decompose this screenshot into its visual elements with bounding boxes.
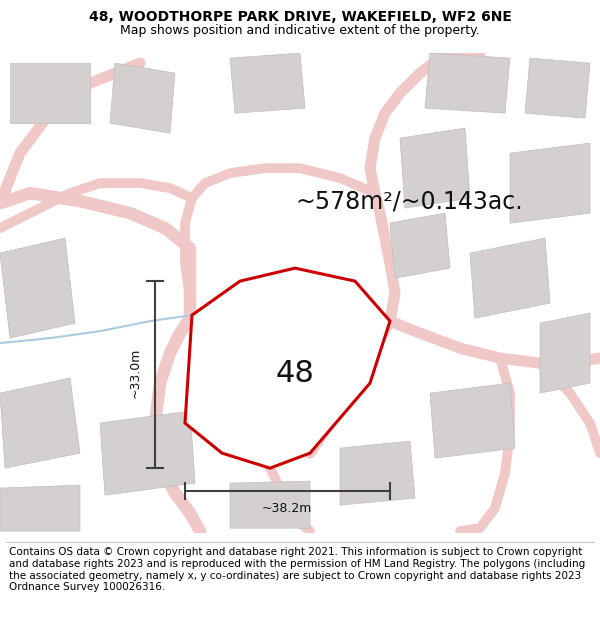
Polygon shape xyxy=(100,411,195,495)
Polygon shape xyxy=(340,441,415,505)
Polygon shape xyxy=(540,313,590,393)
Polygon shape xyxy=(0,378,80,468)
Polygon shape xyxy=(400,128,470,208)
Text: ~38.2m: ~38.2m xyxy=(262,502,312,514)
Text: 48: 48 xyxy=(275,359,314,388)
Text: ~578m²/~0.143ac.: ~578m²/~0.143ac. xyxy=(295,189,523,213)
Polygon shape xyxy=(230,481,310,528)
Text: Map shows position and indicative extent of the property.: Map shows position and indicative extent… xyxy=(120,24,480,37)
Polygon shape xyxy=(0,485,80,531)
Polygon shape xyxy=(230,53,305,113)
Polygon shape xyxy=(10,63,90,123)
Polygon shape xyxy=(390,213,450,278)
Polygon shape xyxy=(110,63,175,133)
Text: Contains OS data © Crown copyright and database right 2021. This information is : Contains OS data © Crown copyright and d… xyxy=(9,548,585,592)
Polygon shape xyxy=(185,268,390,468)
Polygon shape xyxy=(0,238,75,338)
Polygon shape xyxy=(470,238,550,318)
Polygon shape xyxy=(425,53,510,113)
Polygon shape xyxy=(525,58,590,118)
Text: 48, WOODTHORPE PARK DRIVE, WAKEFIELD, WF2 6NE: 48, WOODTHORPE PARK DRIVE, WAKEFIELD, WF… xyxy=(89,11,511,24)
Polygon shape xyxy=(430,383,515,458)
Polygon shape xyxy=(510,143,590,223)
Text: ~33.0m: ~33.0m xyxy=(128,348,142,398)
